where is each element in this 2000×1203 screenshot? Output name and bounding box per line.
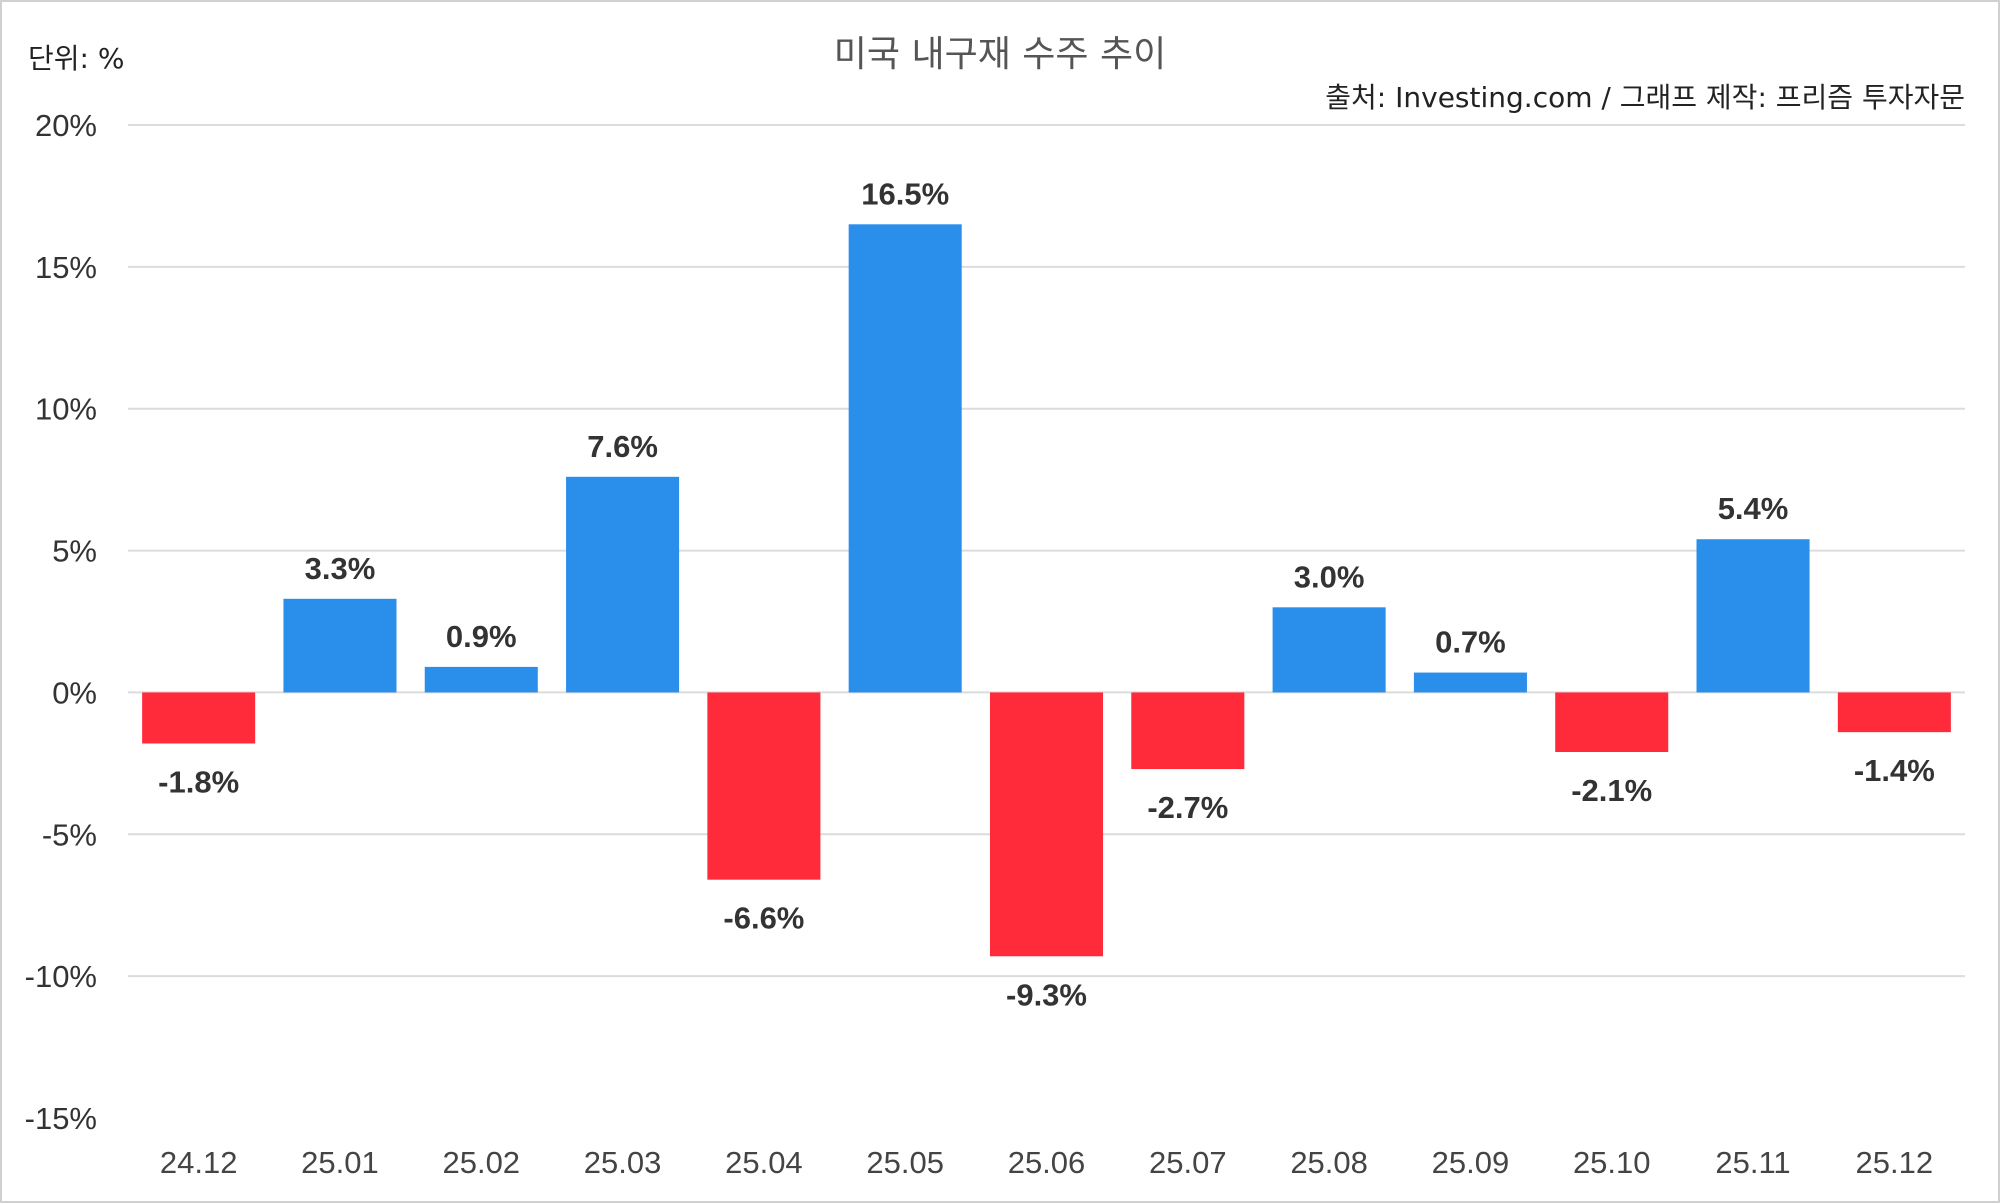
data-label: 16.5% [861,176,949,211]
data-label: -2.7% [1147,790,1228,825]
y-tick-label: 10% [35,392,97,427]
data-label: 3.0% [1294,559,1365,594]
bar [989,692,1104,957]
bar [566,476,680,693]
data-label: -6.6% [723,901,804,936]
data-label: 3.3% [305,551,376,586]
x-tick-label: 24.12 [160,1145,238,1180]
data-label: 7.6% [587,429,658,464]
x-tick-label: 25.10 [1573,1145,1651,1180]
y-tick-label: 0% [52,675,97,710]
source-label: 출처: Investing.com / 그래프 제작: 프리즘 투자자문 [1325,81,1965,114]
y-axis-ticks: 20% 15% 10% 5% 0% -5% -10% -15% [25,108,97,1136]
x-tick-label: 25.09 [1432,1145,1510,1180]
data-label: -2.1% [1571,773,1652,808]
data-labels: -1.8% 3.3% 0.9% 7.6% -6.6% 16.5% -9.3% -2.7% 3.0… [158,176,1935,1012]
chart-title: 미국 내구재 수주 추이 [834,34,1166,75]
data-label: -1.4% [1854,753,1935,788]
bar [142,692,256,744]
y-tick-label: -10% [25,959,97,994]
data-label: -1.8% [158,764,239,799]
x-tick-label: 25.01 [301,1145,379,1180]
x-tick-label: 25.05 [866,1145,944,1180]
x-tick-label: 25.06 [1008,1145,1086,1180]
x-tick-label: 25.07 [1149,1145,1227,1180]
y-tick-label: 20% [35,108,97,143]
x-tick-label: 25.12 [1856,1145,1934,1180]
bar [1272,607,1386,693]
y-tick-label: -15% [25,1101,97,1136]
data-label: 0.7% [1435,625,1506,660]
data-label: 0.9% [446,619,517,654]
bar [1131,692,1245,770]
x-tick-label: 25.11 [1715,1145,1790,1180]
bar [1555,692,1669,753]
bar [283,598,397,693]
y-tick-label: 15% [35,250,97,285]
x-tick-label: 25.08 [1290,1145,1368,1180]
bar [1696,539,1810,693]
x-tick-label: 25.02 [442,1145,520,1180]
data-label: 5.4% [1718,491,1789,526]
bars [142,224,1951,957]
x-tick-label: 25.04 [725,1145,803,1180]
data-label: -9.3% [1006,977,1087,1012]
bar [707,692,821,880]
y-tick-label: 5% [52,534,97,569]
bar [848,224,962,693]
x-tick-label: 25.03 [584,1145,662,1180]
y-tick-label: -5% [42,817,97,852]
bar [424,666,538,693]
x-axis-ticks: 24.12 25.01 25.02 25.03 25.04 25.05 25.06 25.07… [160,1145,1933,1180]
unit-label: 단위: % [28,42,124,75]
bar [1837,692,1951,733]
bar [1413,672,1527,693]
